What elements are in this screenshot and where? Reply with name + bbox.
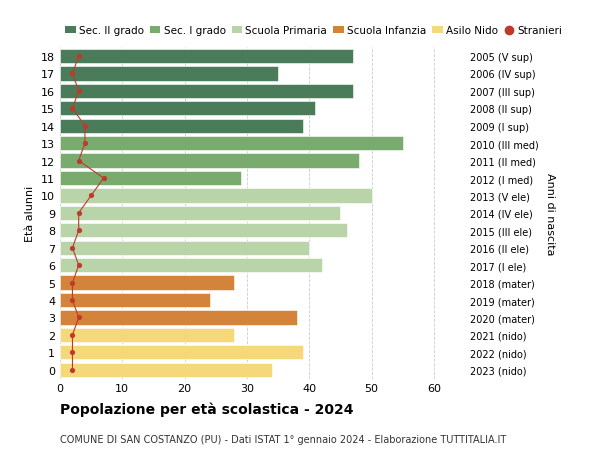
Bar — [60, 206, 340, 221]
Bar — [60, 50, 353, 64]
Bar — [60, 363, 272, 377]
Y-axis label: Anni di nascita: Anni di nascita — [545, 172, 555, 255]
Point — [80, 123, 90, 130]
Point — [86, 192, 96, 200]
Point — [74, 262, 83, 269]
Bar — [60, 172, 241, 186]
Text: Popolazione per età scolastica - 2024: Popolazione per età scolastica - 2024 — [60, 402, 353, 416]
Text: COMUNE DI SAN COSTANZO (PU) - Dati ISTAT 1° gennaio 2024 - Elaborazione TUTTITAL: COMUNE DI SAN COSTANZO (PU) - Dati ISTAT… — [60, 434, 506, 444]
Bar — [60, 189, 371, 203]
Point — [74, 88, 83, 95]
Bar — [60, 102, 316, 116]
Point — [68, 331, 77, 339]
Bar — [60, 293, 209, 308]
Point — [68, 245, 77, 252]
Point — [68, 349, 77, 356]
Bar — [60, 346, 303, 360]
Point — [74, 314, 83, 321]
Point — [68, 366, 77, 374]
Bar — [60, 276, 235, 290]
Bar — [60, 84, 353, 99]
Bar — [60, 258, 322, 273]
Bar — [60, 137, 403, 151]
Bar — [60, 311, 297, 325]
Point — [99, 175, 109, 182]
Point — [68, 106, 77, 113]
Point — [68, 280, 77, 287]
Point — [80, 140, 90, 147]
Point — [74, 157, 83, 165]
Point — [74, 53, 83, 61]
Bar — [60, 328, 235, 342]
Point — [74, 227, 83, 235]
Bar — [60, 241, 309, 255]
Legend: Sec. II grado, Sec. I grado, Scuola Primaria, Scuola Infanzia, Asilo Nido, Stran: Sec. II grado, Sec. I grado, Scuola Prim… — [65, 27, 563, 36]
Bar — [60, 154, 359, 168]
Bar — [60, 67, 278, 81]
Bar — [60, 119, 303, 134]
Point — [68, 71, 77, 78]
Bar — [60, 224, 347, 238]
Point — [74, 210, 83, 217]
Point — [68, 297, 77, 304]
Y-axis label: Età alunni: Età alunni — [25, 185, 35, 241]
